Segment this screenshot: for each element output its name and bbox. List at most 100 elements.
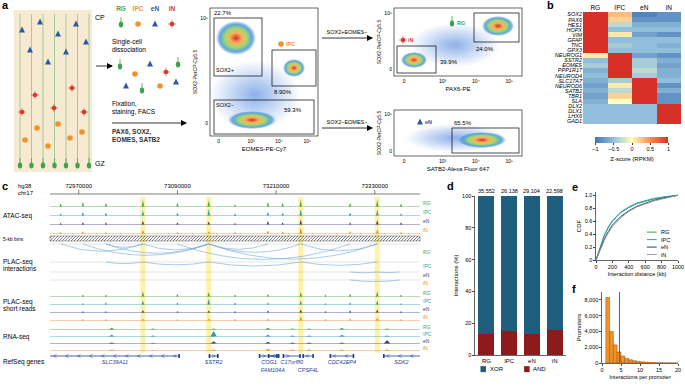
svg-text:0: 0 xyxy=(217,138,220,144)
svg-text:40: 40 xyxy=(465,288,471,294)
svg-text:26,138: 26,138 xyxy=(501,188,518,194)
svg-text:0: 0 xyxy=(630,146,633,152)
svg-text:2,000: 2,000 xyxy=(585,344,599,350)
svg-text:RG: RG xyxy=(116,5,126,12)
svg-text:SOX2-PerCP-Cy5.5: SOX2-PerCP-Cy5.5 xyxy=(376,20,382,65)
svg-text:NEUROG1: NEUROG1 xyxy=(555,52,582,58)
svg-text:CDF: CDF xyxy=(576,220,582,233)
svg-text:IPC: IPC xyxy=(423,209,432,215)
svg-text:iN: iN xyxy=(423,227,428,233)
svg-text:chr17: chr17 xyxy=(18,190,34,196)
svg-text:RG: RG xyxy=(423,324,431,330)
svg-text:eN: eN xyxy=(423,306,430,312)
svg-text:0: 0 xyxy=(403,158,406,164)
svg-text:SATB2: SATB2 xyxy=(565,88,582,94)
svg-text:PPP1R17: PPP1R17 xyxy=(558,67,583,73)
svg-text:RNA-seq: RNA-seq xyxy=(3,333,30,341)
svg-text:SSTR2: SSTR2 xyxy=(205,359,223,365)
svg-text:Promoters: Promoters xyxy=(576,314,582,342)
svg-text:RG: RG xyxy=(423,200,431,206)
svg-text:10³: 10³ xyxy=(439,158,447,164)
svg-text:0: 0 xyxy=(595,360,598,366)
svg-text:SOX2−EOMES−: SOX2−EOMES− xyxy=(327,119,368,125)
svg-text:73090000: 73090000 xyxy=(164,183,191,189)
svg-text:0.5: 0.5 xyxy=(646,146,654,152)
svg-text:SLC17A7: SLC17A7 xyxy=(558,78,582,84)
svg-text:22,598: 22,598 xyxy=(546,188,563,194)
svg-text:DLX2: DLX2 xyxy=(568,103,582,109)
svg-text:0.4: 0.4 xyxy=(585,231,593,237)
svg-text:TBR1: TBR1 xyxy=(568,93,582,99)
svg-text:22.7%: 22.7% xyxy=(214,10,232,16)
svg-text:−0.5: −0.5 xyxy=(608,146,619,152)
svg-text:Interaction distance (kb): Interaction distance (kb) xyxy=(608,271,667,277)
svg-text:eN: eN xyxy=(425,119,432,125)
svg-text:10³: 10³ xyxy=(247,138,255,144)
svg-text:VIM: VIM xyxy=(572,32,582,38)
svg-text:600: 600 xyxy=(641,264,650,270)
svg-text:10⁵: 10⁵ xyxy=(505,158,513,164)
svg-text:SOX2−: SOX2− xyxy=(216,102,234,108)
svg-text:IPC: IPC xyxy=(133,5,144,12)
svg-text:eN: eN xyxy=(640,4,649,11)
svg-text:RefSeq genes: RefSeq genes xyxy=(3,358,45,366)
svg-text:39.9%: 39.9% xyxy=(440,59,458,65)
svg-text:RG: RG xyxy=(482,358,491,364)
svg-text:HOPX: HOPX xyxy=(566,27,582,33)
svg-text:iN: iN xyxy=(169,5,176,12)
svg-text:0: 0 xyxy=(389,148,392,154)
svg-text:5-kb bins: 5-kb bins xyxy=(3,236,24,242)
svg-text:ATAC-seq: ATAC-seq xyxy=(3,212,32,220)
svg-text:NEUROD4: NEUROD4 xyxy=(555,73,582,79)
svg-text:SSTR2: SSTR2 xyxy=(564,57,582,63)
svg-text:eN: eN xyxy=(423,338,430,344)
svg-text:10⁵: 10⁵ xyxy=(384,10,392,16)
svg-text:800: 800 xyxy=(657,264,666,270)
svg-text:59.3%: 59.3% xyxy=(284,107,302,113)
svg-text:iN: iN xyxy=(423,280,428,286)
svg-text:IPC: IPC xyxy=(423,331,432,337)
svg-text:C17orf80: C17orf80 xyxy=(280,359,304,365)
svg-text:80: 80 xyxy=(465,225,471,231)
svg-text:15: 15 xyxy=(656,367,662,373)
svg-text:iN: iN xyxy=(666,4,672,11)
svg-text:0: 0 xyxy=(589,257,592,263)
svg-text:eN: eN xyxy=(423,218,430,224)
svg-text:SOX2+: SOX2+ xyxy=(216,67,234,73)
svg-text:60: 60 xyxy=(465,257,471,263)
svg-text:CP: CP xyxy=(95,14,105,21)
svg-text:0.6: 0.6 xyxy=(585,218,593,224)
svg-text:SOX2-PerCP-Cy5.5: SOX2-PerCP-Cy5.5 xyxy=(192,50,198,95)
svg-text:10: 10 xyxy=(637,367,643,373)
svg-text:TNC: TNC xyxy=(571,42,582,48)
svg-text:PAX6-PE: PAX6-PE xyxy=(446,86,471,92)
svg-text:AND: AND xyxy=(533,366,546,372)
svg-text:hg38: hg38 xyxy=(18,183,32,189)
svg-text:IPC: IPC xyxy=(504,358,515,364)
svg-text:PAX6, SOX2,: PAX6, SOX2, xyxy=(112,128,151,136)
svg-text:Fixation,: Fixation, xyxy=(112,100,137,107)
svg-text:IPC: IPC xyxy=(614,4,625,11)
svg-text:24.0%: 24.0% xyxy=(476,46,494,52)
svg-text:eN: eN xyxy=(151,5,160,12)
svg-text:RG: RG xyxy=(590,4,600,11)
svg-text:4,000: 4,000 xyxy=(585,328,599,334)
svg-text:10⁵: 10⁵ xyxy=(200,15,208,21)
svg-text:RG: RG xyxy=(457,20,465,26)
svg-text:iN: iN xyxy=(661,252,666,258)
svg-text:eN: eN xyxy=(661,244,668,250)
svg-text:0: 0 xyxy=(403,78,406,84)
svg-text:Interactions (%): Interactions (%) xyxy=(453,254,459,296)
svg-text:0.2: 0.2 xyxy=(585,244,593,250)
svg-text:8,000: 8,000 xyxy=(585,297,599,303)
svg-text:EOMES, SATB2: EOMES, SATB2 xyxy=(112,136,160,144)
svg-text:10⁴: 10⁴ xyxy=(472,158,480,164)
svg-text:10⁵: 10⁵ xyxy=(303,138,311,144)
svg-text:HES1: HES1 xyxy=(568,22,582,28)
svg-text:SOX2: SOX2 xyxy=(567,11,582,17)
svg-text:35,552: 35,552 xyxy=(478,188,495,194)
svg-text:FAM104A: FAM104A xyxy=(261,367,285,373)
svg-text:XOR: XOR xyxy=(490,366,504,372)
svg-text:PAX6: PAX6 xyxy=(568,17,583,23)
svg-text:400: 400 xyxy=(624,264,633,270)
